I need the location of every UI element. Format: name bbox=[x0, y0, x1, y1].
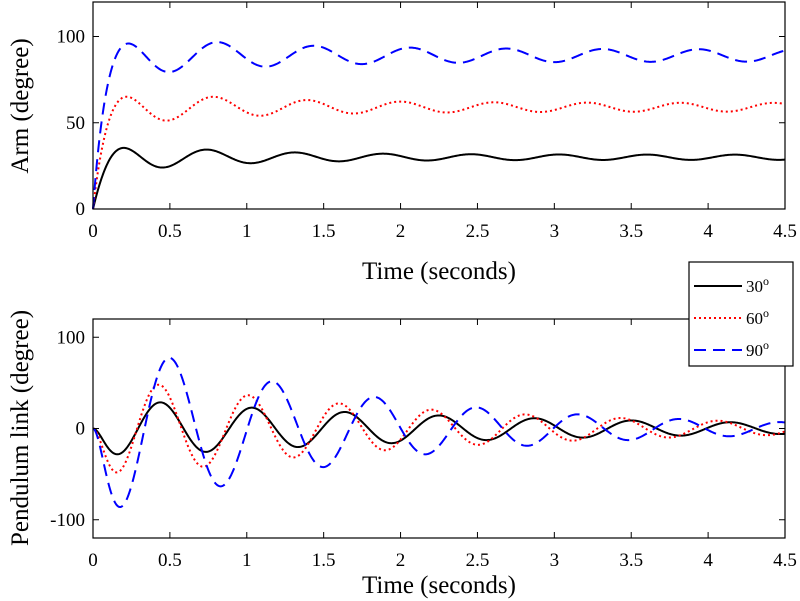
top-plot: 0 0.5 1 1.5 2 2.5 3 3.5 4 4.5 0 50 100 Time (second… bbox=[7, 1, 797, 285]
top-x-axis: 0 0.5 1 1.5 2 2.5 3 3.5 4 4.5 bbox=[88, 2, 797, 242]
top-series-90-line bbox=[92, 41, 786, 210]
top-series-60-line bbox=[92, 95, 786, 210]
top-x-tick-label: 1.5 bbox=[312, 221, 336, 242]
legend-label-30: 30o bbox=[746, 274, 769, 296]
bottom-y-tick-label: -100 bbox=[50, 510, 85, 531]
top-y-tick-label: 100 bbox=[57, 27, 86, 48]
top-plot-frame bbox=[92, 1, 786, 210]
top-series-group bbox=[92, 41, 786, 210]
top-x-tick-label: 4.5 bbox=[773, 221, 797, 242]
legend-box bbox=[688, 261, 794, 367]
top-y-axis-title: Arm (degree) bbox=[7, 38, 34, 173]
top-x-tick-label: 2.5 bbox=[466, 221, 490, 242]
top-x-tick-label: 1 bbox=[242, 221, 252, 242]
top-series-30-line bbox=[92, 146, 786, 210]
bottom-x-tick-label: 2 bbox=[396, 550, 406, 571]
bottom-x-tick-label: 1 bbox=[242, 550, 252, 571]
legend-label-60: 60o bbox=[746, 306, 769, 328]
bottom-y-tick-label: 100 bbox=[57, 327, 86, 348]
top-x-axis-title: Time (seconds) bbox=[362, 258, 516, 285]
bottom-y-axis: -100 0 100 bbox=[50, 327, 785, 531]
bottom-series-group bbox=[92, 356, 786, 509]
bottom-y-tick-label: 0 bbox=[76, 419, 86, 440]
bottom-series-60-line bbox=[92, 383, 786, 474]
bottom-x-tick-label: 0.5 bbox=[158, 550, 182, 571]
bottom-series-30-line bbox=[92, 401, 786, 456]
legend: 30o 60o 90o bbox=[688, 261, 794, 367]
top-x-tick-label: 3 bbox=[550, 221, 560, 242]
bottom-x-axis: 0 0.5 1 1.5 2 2.5 3 3.5 4 4.5 bbox=[88, 319, 797, 571]
top-x-tick-label: 2 bbox=[396, 221, 406, 242]
top-y-tick-label: 0 bbox=[76, 199, 86, 220]
bottom-x-tick-label: 4 bbox=[703, 550, 713, 571]
top-x-tick-label: 0 bbox=[88, 221, 98, 242]
top-y-tick-label: 50 bbox=[66, 113, 85, 134]
top-x-tick-label: 3.5 bbox=[619, 221, 643, 242]
bottom-x-tick-label: 0 bbox=[88, 550, 98, 571]
top-x-tick-label: 0.5 bbox=[158, 221, 182, 242]
bottom-x-tick-label: 2.5 bbox=[466, 550, 490, 571]
bottom-plot-frame bbox=[92, 318, 786, 539]
bottom-series-90-line bbox=[92, 356, 786, 509]
bottom-x-tick-label: 1.5 bbox=[312, 550, 336, 571]
legend-label-90: 90o bbox=[746, 338, 769, 360]
bottom-x-tick-label: 3.5 bbox=[619, 550, 643, 571]
bottom-x-tick-label: 4.5 bbox=[773, 550, 797, 571]
top-y-axis: 0 50 100 bbox=[57, 27, 785, 220]
bottom-y-axis-title: Pendulum link (degree) bbox=[7, 310, 34, 546]
top-x-tick-label: 4 bbox=[703, 221, 713, 242]
bottom-x-tick-label: 3 bbox=[550, 550, 560, 571]
bottom-x-axis-title: Time (seconds) bbox=[362, 572, 516, 599]
